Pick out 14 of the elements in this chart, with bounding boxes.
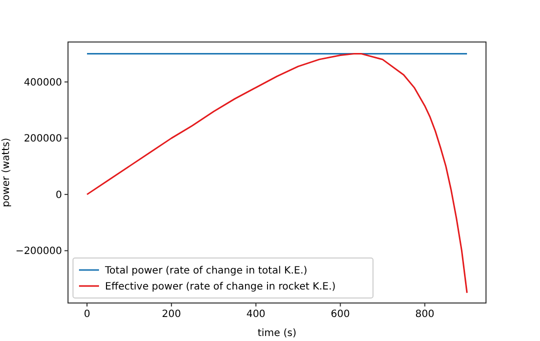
x-tick-label: 400 (246, 309, 266, 320)
x-tick-label: 600 (330, 309, 350, 320)
y-axis-title: power (watts) (1, 138, 12, 208)
x-tick-label: 200 (162, 309, 181, 320)
y-tick-label: 200000 (24, 134, 62, 145)
y-tick-label: 400000 (24, 77, 62, 88)
y-tick-label: 0 (56, 190, 62, 201)
legend-label: Total power (rate of change in total K.E.) (104, 266, 308, 276)
x-tick-label: 0 (84, 309, 90, 320)
line-series (86, 53, 468, 294)
x-tick-label: 800 (415, 309, 434, 320)
y-tick-label: −200000 (15, 246, 62, 258)
x-axis-title: time (s) (258, 328, 296, 339)
legend-label: Effective power (rate of change in rocket K.E.) (105, 282, 336, 292)
